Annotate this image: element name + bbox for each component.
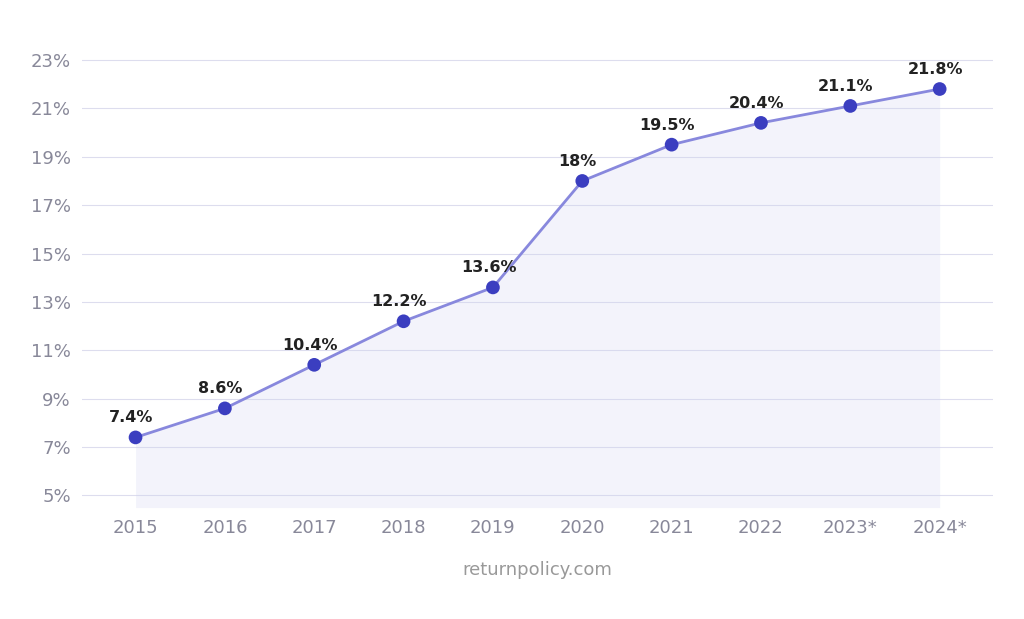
Point	[484, 282, 501, 292]
Point	[664, 140, 680, 150]
Text: 8.6%: 8.6%	[199, 381, 243, 396]
Text: 7.4%: 7.4%	[109, 410, 154, 425]
Text: 21.8%: 21.8%	[907, 62, 963, 77]
Point	[842, 101, 858, 111]
Point	[127, 433, 143, 443]
Text: 10.4%: 10.4%	[282, 338, 338, 353]
Point	[217, 404, 233, 413]
Text: 19.5%: 19.5%	[639, 118, 695, 132]
Text: 20.4%: 20.4%	[729, 96, 784, 111]
Text: returnpolicy.com: returnpolicy.com	[463, 561, 612, 579]
Text: 12.2%: 12.2%	[372, 294, 427, 309]
Point	[753, 118, 769, 128]
Text: 18%: 18%	[559, 154, 597, 169]
Point	[395, 316, 412, 326]
Point	[932, 84, 948, 94]
Point	[574, 176, 591, 186]
Point	[306, 360, 323, 370]
Text: 13.6%: 13.6%	[461, 261, 516, 275]
Text: 21.1%: 21.1%	[818, 79, 873, 94]
